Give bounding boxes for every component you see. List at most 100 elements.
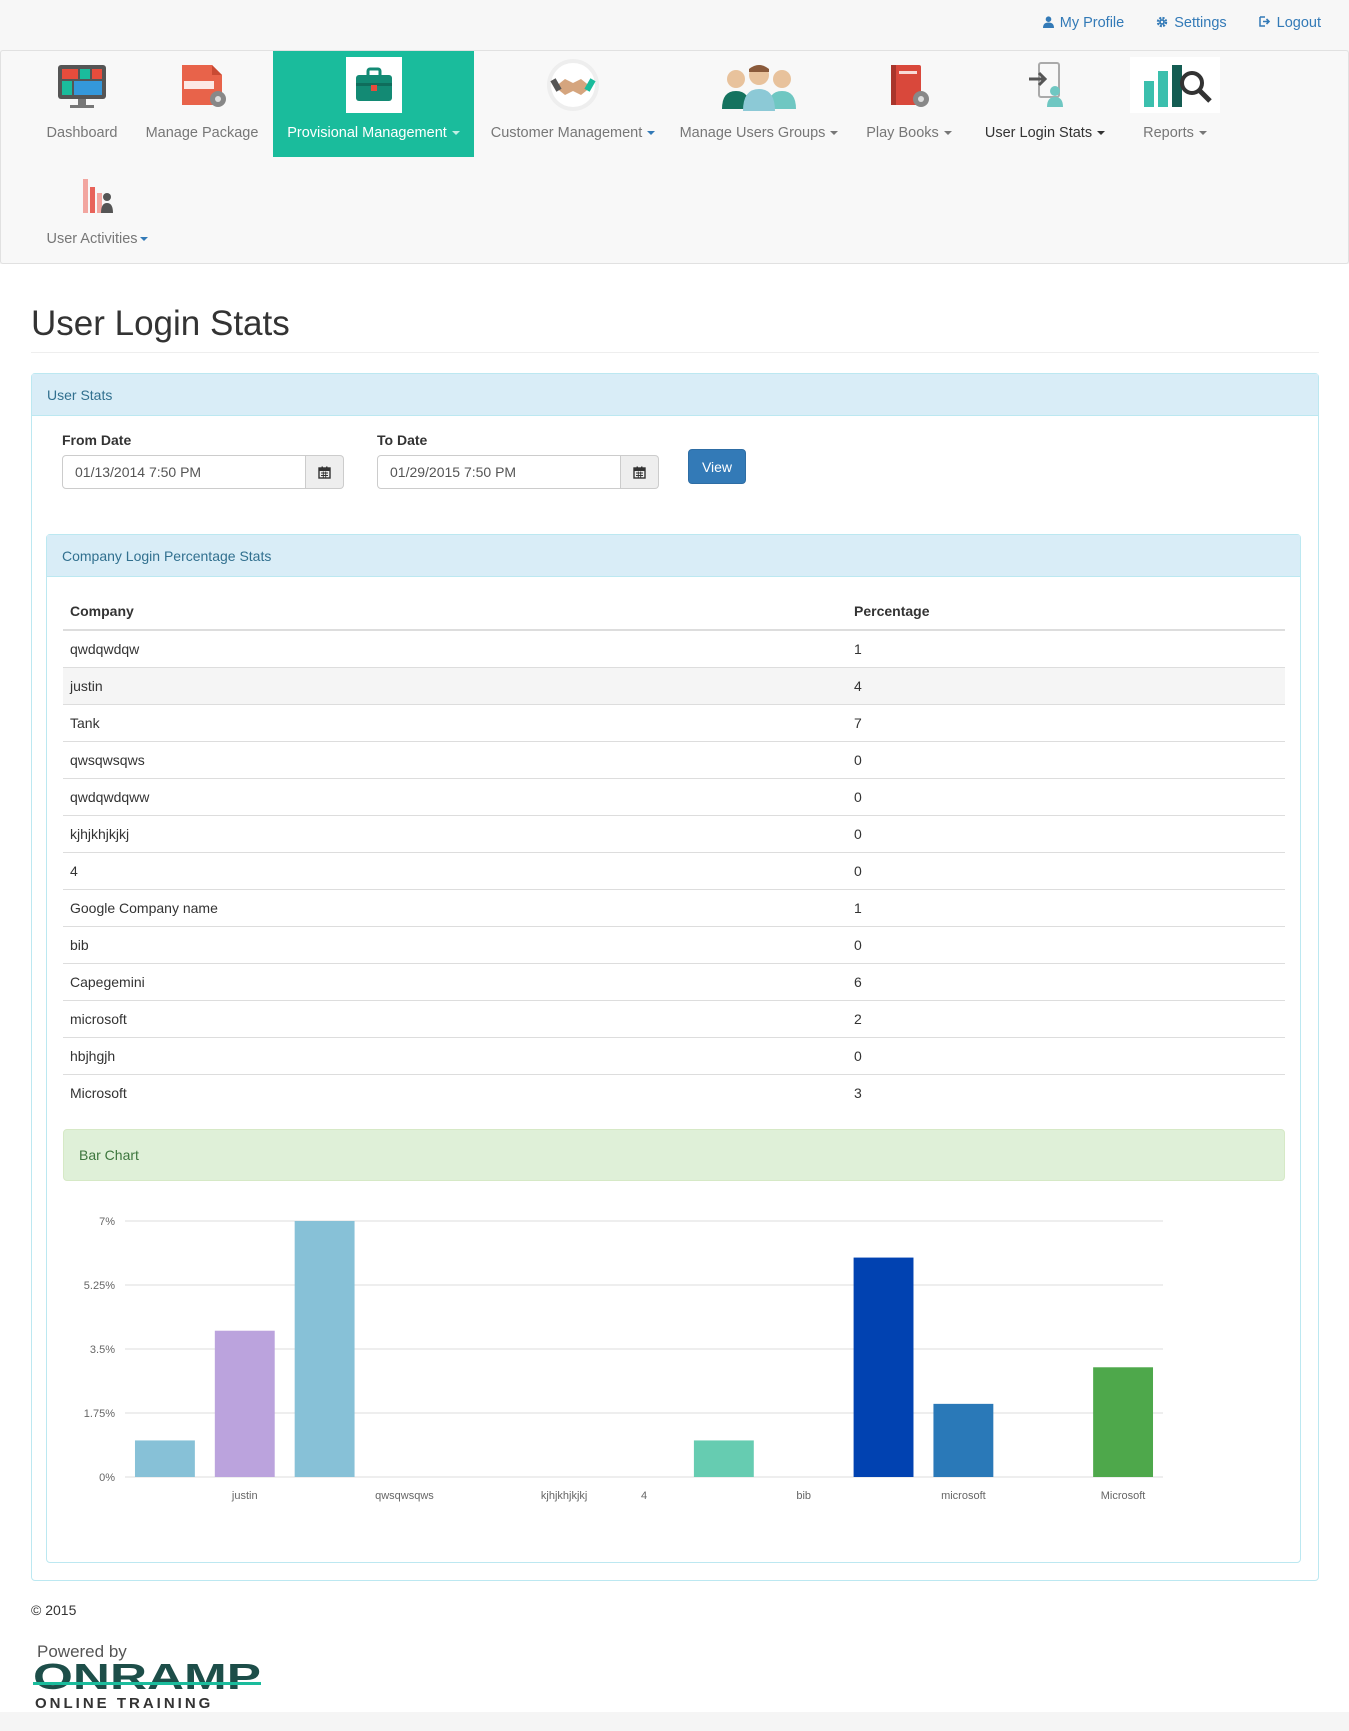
nav-item-manage-package[interactable]: Manage Package	[143, 51, 261, 157]
x-tick-label: qwsqwsqws	[375, 1490, 434, 1502]
playbook-icon	[881, 57, 937, 113]
nav-item-user-login-stats[interactable]: User Login Stats	[975, 51, 1115, 157]
table-row: Microsoft 3	[63, 1073, 1285, 1111]
percentage-cell: 0	[847, 925, 1285, 963]
x-tick-label: Microsoft	[1101, 1490, 1146, 1502]
nav-item-user-activities[interactable]: User Activities	[32, 157, 162, 263]
from-date-input[interactable]	[62, 455, 306, 489]
table-row: microsoft 2	[63, 999, 1285, 1037]
my-profile-label: My Profile	[1059, 15, 1125, 31]
company-cell: hbjhgjh	[63, 1036, 847, 1074]
page-title: User Login Stats	[31, 304, 290, 343]
percentage-cell: 6	[847, 962, 1285, 1000]
nav-label-dashboard: Dashboard	[46, 125, 118, 141]
y-tick-label: 3.5%	[90, 1344, 115, 1356]
to-date-calendar-button[interactable]	[621, 455, 659, 489]
user-stats-panel: User Stats	[31, 373, 1319, 1581]
nav-label-customer-management: Customer Management	[491, 125, 656, 141]
chevron-down-icon	[830, 131, 839, 136]
dashboard-icon	[54, 57, 110, 113]
main-nav: Dashboard Manage Package Provisional Man…	[0, 50, 1349, 264]
x-tick-label: 4	[641, 1490, 647, 1502]
chart-bar[interactable]	[1093, 1367, 1154, 1477]
nav-label-reports: Reports	[1143, 125, 1207, 141]
nav-item-manage-users-groups[interactable]: Manage Users Groups	[674, 51, 844, 157]
to-date-group	[377, 455, 659, 489]
y-tick-label: 1.75%	[84, 1408, 115, 1420]
company-login-panel-title: Company Login Percentage Stats	[47, 535, 1300, 577]
logout-label: Logout	[1276, 15, 1321, 31]
chevron-down-icon	[139, 237, 148, 242]
calendar-icon	[318, 466, 331, 479]
users-group-icon	[714, 57, 804, 113]
percentage-cell: 0	[847, 814, 1285, 852]
x-tick-label: kjhjkhjkjkj	[541, 1490, 587, 1502]
chart-bar[interactable]	[693, 1440, 754, 1477]
nav-label-manage-package: Manage Package	[145, 125, 259, 141]
nav-label-user-activities-text: User Activities	[46, 231, 138, 247]
company-cell: qwsqwsqws	[63, 740, 847, 778]
x-tick-label: microsoft	[941, 1490, 986, 1502]
company-cell: Capegemini	[63, 962, 847, 1000]
table-row: Capegemini 6	[63, 962, 1285, 1000]
chevron-down-icon	[1097, 131, 1106, 136]
user-stats-panel-title: User Stats	[32, 374, 1318, 416]
from-date-label: From Date	[62, 432, 132, 448]
brand-text: ONRAMP	[33, 1656, 261, 1697]
bar-chart: 0% 1.75% 3.5% 5.25% 7% justin qwsqwsqws kjhjkhj…	[84, 1216, 1163, 1502]
logout-link[interactable]: Logout	[1258, 15, 1321, 31]
company-cell: kjhjkhjkjkj	[63, 814, 847, 852]
nav-label-reports-text: Reports	[1143, 125, 1194, 141]
table-row: qwsqwsqws 0	[63, 740, 1285, 778]
briefcase-icon	[345, 57, 402, 113]
chart-bar[interactable]	[853, 1257, 914, 1477]
percentage-cell: 4	[847, 666, 1285, 704]
my-profile-link[interactable]: My Profile	[1042, 15, 1125, 31]
chart-bar[interactable]	[134, 1440, 195, 1477]
x-tick-label: justin	[231, 1490, 258, 1502]
percentage-cell: 0	[847, 1036, 1285, 1074]
nav-label-provisional-management: Provisional Management	[287, 125, 460, 141]
table-header-row: Company Percentage	[63, 593, 1285, 631]
nav-label-user-login-stats-text: User Login Stats	[984, 125, 1093, 141]
table-row: hbjhgjh 0	[63, 1036, 1285, 1074]
nav-label-customer-management-text: Customer Management	[490, 125, 643, 141]
powered-by-text: Powered by	[37, 1642, 127, 1661]
company-cell: Google Company name	[63, 888, 847, 926]
nav-item-customer-management[interactable]: Customer Management	[485, 51, 661, 157]
user-icon	[1042, 15, 1054, 31]
login-stats-icon	[1017, 57, 1073, 113]
nav-label-play-books-text: Play Books	[866, 125, 939, 141]
from-date-calendar-button[interactable]	[306, 455, 344, 489]
brand-underline	[33, 1682, 261, 1685]
nav-item-provisional-management[interactable]: Provisional Management	[273, 51, 474, 157]
nav-label-user-login-stats: User Login Stats	[984, 125, 1106, 141]
tagline-text: ONLINE TRAINING	[35, 1695, 213, 1711]
settings-link[interactable]: Settings	[1156, 15, 1227, 31]
handshake-icon	[545, 57, 601, 113]
chevron-down-icon	[647, 131, 656, 136]
to-date-input[interactable]	[377, 455, 621, 489]
nav-item-reports[interactable]: Reports	[1127, 51, 1223, 157]
chart-bar[interactable]	[294, 1221, 355, 1477]
top-links: My Profile Settings Logout	[1042, 15, 1321, 31]
chart-bar[interactable]	[214, 1330, 275, 1477]
nav-item-dashboard[interactable]: Dashboard	[32, 51, 132, 157]
nav-item-play-books[interactable]: Play Books	[859, 51, 959, 157]
y-tick-label: 5.25%	[84, 1280, 115, 1292]
nav-label-play-books: Play Books	[866, 125, 952, 141]
chevron-down-icon	[1198, 131, 1207, 136]
company-stats-table: Company Percentage qwdqwdqw 1 justin 4 Tank 7…	[63, 593, 1285, 1111]
logout-icon	[1258, 16, 1271, 30]
view-button[interactable]: View	[688, 449, 746, 484]
chevron-down-icon	[943, 131, 952, 136]
company-cell: Microsoft	[63, 1073, 847, 1111]
percentage-cell: 7	[847, 703, 1285, 741]
x-tick-label: bib	[796, 1490, 811, 1502]
chevron-down-icon	[451, 131, 460, 136]
table-row: Tank 7	[63, 703, 1285, 741]
percentage-cell: 3	[847, 1073, 1285, 1111]
to-date-label: To Date	[377, 432, 428, 448]
chart-bar[interactable]	[933, 1403, 994, 1477]
company-login-panel: Company Login Percentage Stats Company P…	[46, 534, 1301, 1563]
